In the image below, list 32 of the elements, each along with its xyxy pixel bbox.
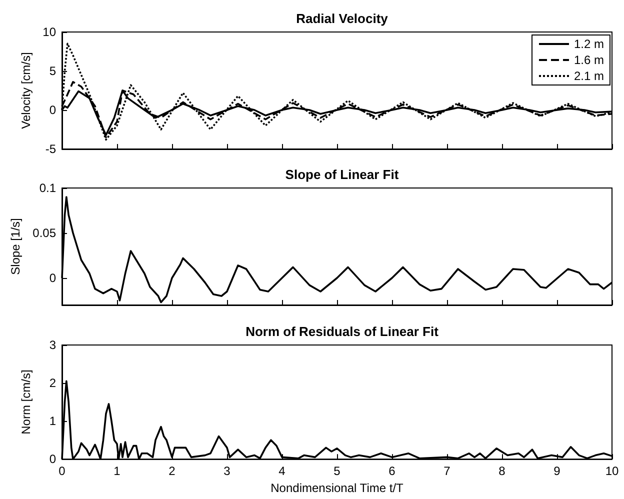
y-axis-title: Norm [cm/s]: [19, 370, 33, 434]
x-axis-title: Nondimensional Time t/T: [270, 481, 404, 495]
x-tick-label: 5: [334, 464, 341, 478]
chart-title: Radial Velocity: [296, 11, 389, 26]
y-tick-label: 10: [42, 25, 56, 39]
chart-title: Norm of Residuals of Linear Fit: [246, 324, 440, 339]
y-tick-label: 1: [49, 414, 56, 428]
x-tick-label: 1: [114, 464, 121, 478]
y-tick-label: 5: [49, 64, 56, 78]
y-axis-title: Slope [1/s]: [8, 218, 23, 275]
y-tick-label: -5: [45, 142, 56, 156]
x-tick-label: 0: [58, 464, 66, 478]
y-tick-label: 0.1: [39, 181, 56, 195]
x-tick-label: 4: [278, 464, 286, 478]
y-axis-title: Velocity [cm/s]: [18, 52, 33, 129]
y-tick-label: 0: [49, 452, 56, 466]
y-tick-label: 0: [49, 103, 56, 117]
y-tick-label: 0: [49, 271, 56, 285]
x-tick-label: 2: [168, 464, 176, 478]
x-tick-label: 10: [605, 464, 619, 478]
y-tick-label: 2: [49, 376, 56, 390]
x-tick-label: 6: [388, 464, 396, 478]
x-tick-label: 9: [554, 464, 561, 478]
y-tick-label: 3: [49, 338, 56, 352]
legend-label: 2.1 m: [574, 69, 604, 83]
x-tick-label: 7: [444, 464, 451, 478]
legend-label: 1.6 m: [574, 53, 604, 67]
chart-title: Slope of Linear Fit: [285, 167, 400, 182]
y-tick-label: 0.05: [32, 226, 56, 240]
x-tick-label: 3: [224, 464, 231, 478]
x-tick-label: 8: [498, 464, 506, 478]
legend-label: 1.2 m: [574, 37, 604, 51]
